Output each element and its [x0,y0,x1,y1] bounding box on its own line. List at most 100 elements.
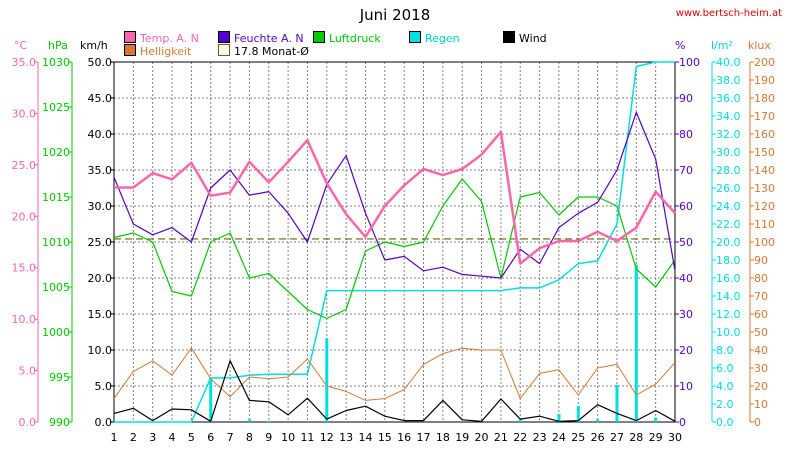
x-tick-label: 7 [227,431,234,444]
axis-tick-label-pressure: 995 [49,371,70,384]
legend-humidity: Feuchte A. N [218,31,304,45]
axis-tick-label-brightness: 10 [754,398,768,411]
axis-tick-label-brightness: 140 [754,164,775,177]
legend-rain: Regen [409,31,460,45]
legend-temp: Temp. A. N [124,31,199,45]
axis-tick-label-humidity: 40 [679,272,693,285]
axis-tick-label-brightness: 70 [754,290,768,303]
series-line-wind [113,360,676,422]
axis-tick-label-brightness: 110 [754,218,775,231]
axis-tick-label-rain: 8.0 [716,344,734,357]
axis-tick-label-temp: 35.0 [12,56,37,69]
axis-tick-label-wind: 5.0 [95,380,113,393]
legend-swatch-pressure [313,31,325,43]
legend-swatch-rain [409,31,421,43]
x-tick-label: 12 [320,431,334,444]
axis-tick-label-rain: 18.0 [716,254,741,267]
axis-tick-label-rain: 6.0 [716,362,734,375]
legend-wind: Wind [503,31,547,45]
axis-tick-label-brightness: 20 [754,380,768,393]
unit-rain: l/m² [711,39,733,52]
axis-tick-label-rain: 22.0 [716,218,741,231]
x-tick-label: 21 [494,431,508,444]
axis-tick-label-wind: 45.0 [88,92,113,105]
legend-swatch-brightness [124,44,136,56]
axis-tick-label-pressure: 990 [49,416,70,429]
unit-temp: °C [14,39,28,52]
axis-tick-label-temp: 10.0 [12,313,37,326]
axis-tick-label-wind: 35.0 [88,164,113,177]
axis-tick-label-brightness: 40 [754,344,768,357]
legend-label-humidity: Feuchte A. N [234,32,304,45]
x-tick-label: 18 [436,431,450,444]
axis-tick-label-brightness: 50 [754,326,768,339]
axis-tick-label-brightness: 60 [754,308,768,321]
legend-label-avg: 17.8 Monat-Ø [234,45,309,58]
series-line-brightness [113,347,676,401]
x-tick-label: 27 [610,431,624,444]
x-tick-label: 24 [552,431,566,444]
legend-swatch-temp [124,31,136,43]
axis-tick-label-brightness: 180 [754,92,775,105]
axis-tick-label-wind: 30.0 [88,200,113,213]
unit-humidity: % [675,39,686,52]
axis-tick-label-humidity: 70 [679,164,693,177]
axis-tick-label-temp: 0.0 [19,416,37,429]
axis-tick-label-rain: 12.0 [716,308,741,321]
axis-tick-label-brightness: 130 [754,182,775,195]
source-url[interactable]: www.bertsch-heim.at [675,8,782,19]
axis-tick-label-rain: 20.0 [716,236,741,249]
axis-tick-label-humidity: 0 [679,416,686,429]
axis-tick-label-rain: 40.0 [716,56,741,69]
axis-tick-label-wind: 50.0 [88,56,113,69]
axis-tick-label-wind: 20.0 [88,272,113,285]
x-tick-label: 10 [281,431,295,444]
x-tick-label: 11 [300,431,314,444]
axis-tick-label-pressure: 1010 [42,236,70,249]
x-tick-label: 29 [649,431,663,444]
axis-tick-label-humidity: 90 [679,92,693,105]
x-tick-label: 16 [397,431,411,444]
legend-swatch-wind [503,31,515,43]
series-line-pressure [113,178,676,320]
x-tick-label: 9 [265,431,272,444]
axis-tick-label-humidity: 30 [679,308,693,321]
axis-tick-label-pressure: 1015 [42,191,70,204]
axis-tick-label-wind: 25.0 [88,236,113,249]
unit-pressure: hPa [48,39,68,52]
legend-monthly-avg: 17.8 Monat-Ø [218,44,309,58]
x-tick-label: 26 [591,431,605,444]
x-tick-label: 2 [130,431,137,444]
axis-tick-label-rain: 38.0 [716,74,741,87]
x-tick-label: 17 [417,431,431,444]
axis-tick-label-wind: 0.0 [95,416,113,429]
axis-tick-label-humidity: 20 [679,344,693,357]
axis-tick-label-pressure: 1025 [42,101,70,114]
axis-tick-label-temp: 15.0 [12,262,37,275]
axis-tick-label-humidity: 80 [679,128,693,141]
x-tick-label: 28 [629,431,643,444]
legend-pressure: Luftdruck [313,31,381,45]
legend-label-pressure: Luftdruck [329,32,381,45]
axis-tick-label-rain: 34.0 [716,110,741,123]
axis-tick-label-wind: 10.0 [88,344,113,357]
axis-tick-label-brightness: 80 [754,272,768,285]
axis-tick-label-humidity: 60 [679,200,693,213]
axis-tick-label-brightness: 0 [754,416,761,429]
x-tick-label: 30 [668,431,682,444]
axis-tick-label-temp: 25.0 [12,159,37,172]
axis-tick-label-brightness: 100 [754,236,775,249]
axis-tick-label-temp: 30.0 [12,107,37,120]
axis-tick-label-brightness: 90 [754,254,768,267]
unit-wind: km/h [80,39,108,52]
chart-title: Juni 2018 [359,6,431,24]
x-tick-label: 1 [111,431,118,444]
x-tick-label: 4 [169,431,176,444]
axis-tick-label-temp: 5.0 [19,365,37,378]
axis-tick-label-humidity: 50 [679,236,693,249]
axis-tick-label-rain: 36.0 [716,92,741,105]
axis-tick-label-rain: 28.0 [716,164,741,177]
axis-tick-label-rain: 14.0 [716,290,741,303]
legend-swatch-avg [218,44,230,56]
